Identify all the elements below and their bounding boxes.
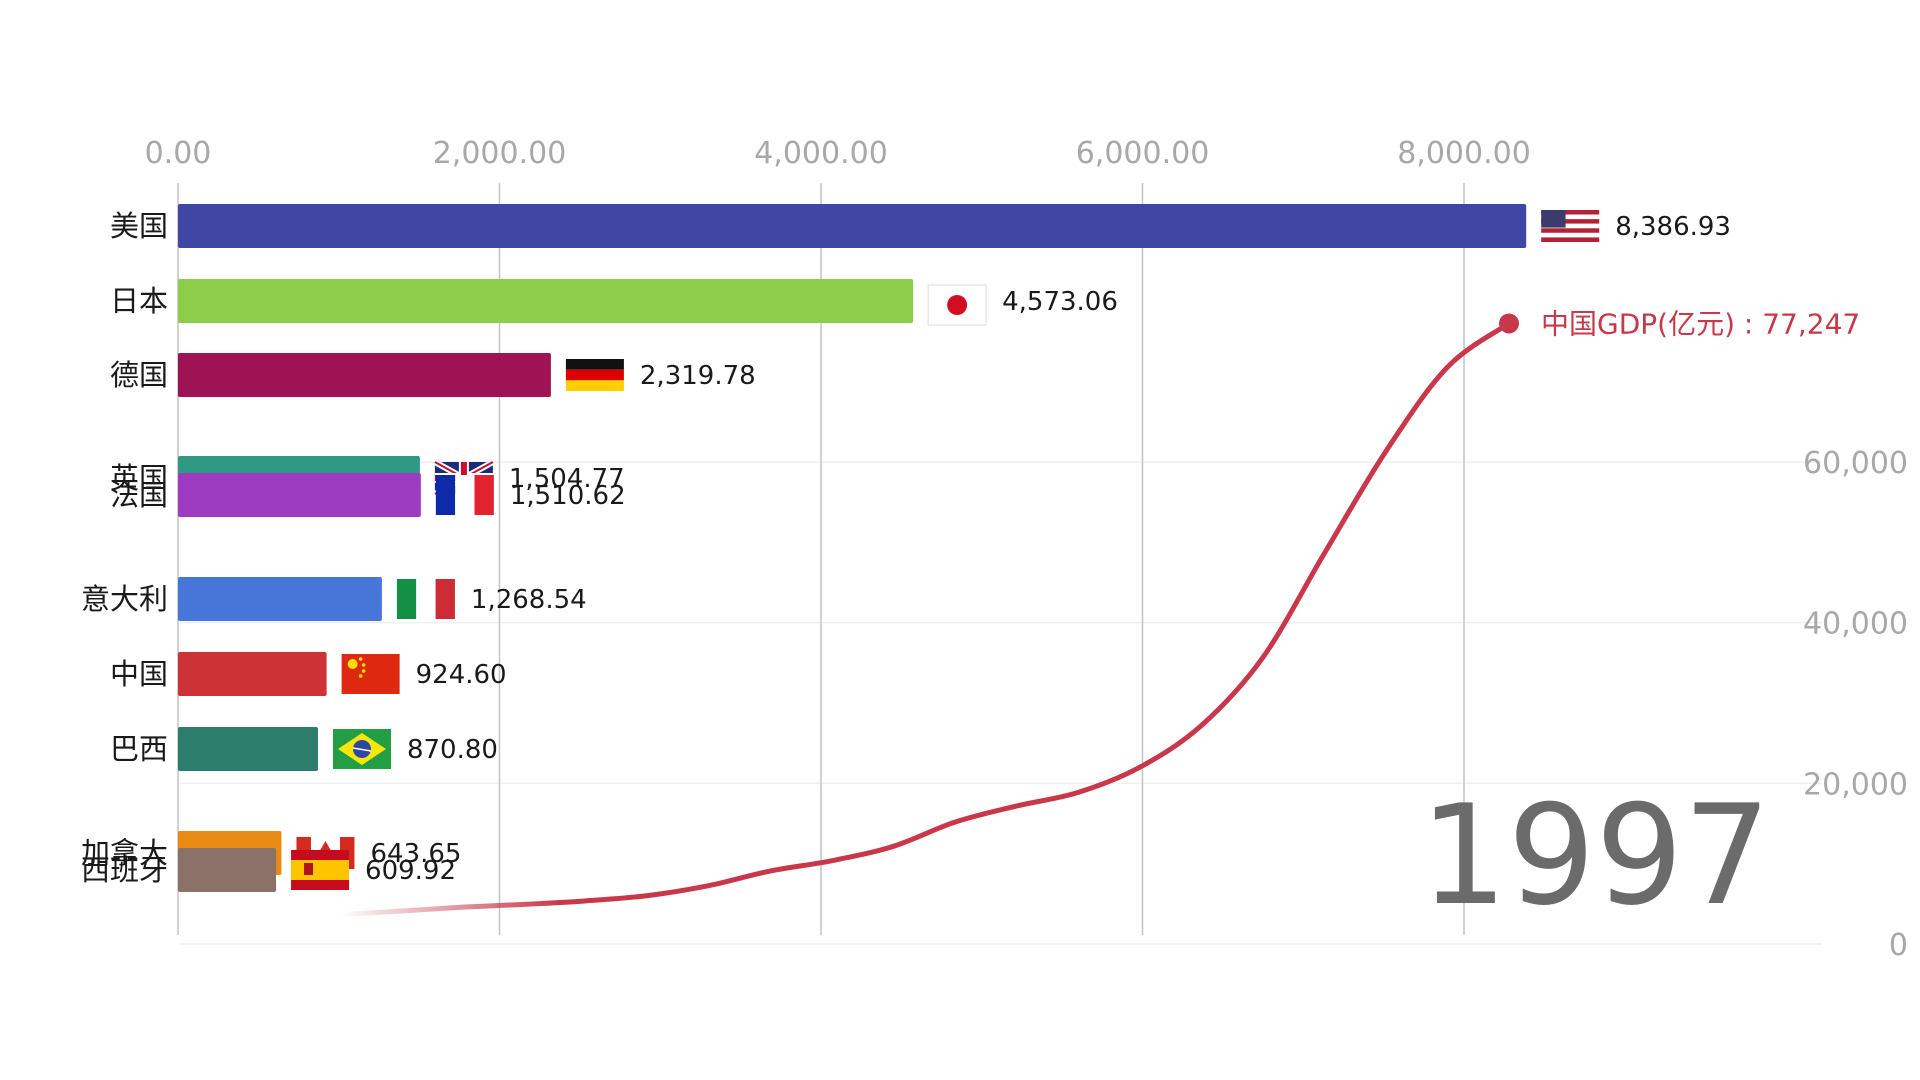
category-label: 日本 — [110, 284, 168, 318]
gdp-line — [337, 320, 1512, 917]
bar-row: 美国 8,386.93 — [110, 204, 1731, 248]
value-label: 609.92 — [365, 856, 456, 886]
bar-row: 日本 4,573.06 — [110, 279, 1118, 326]
value-label: 4,573.06 — [1002, 287, 1118, 317]
x-tick-label: 6,000.00 — [1076, 136, 1210, 171]
category-label: 西班牙 — [81, 853, 168, 887]
x-tick-label: 2,000.00 — [433, 136, 567, 171]
br-flag-icon — [332, 729, 391, 769]
y-tick-label: 60,000 — [1803, 446, 1908, 481]
value-label: 1,268.54 — [471, 585, 587, 615]
line-end-marker — [1499, 313, 1519, 334]
value-label: 1,504.77 — [509, 464, 625, 494]
us-flag-icon — [1541, 210, 1600, 242]
bar — [178, 848, 277, 892]
bar — [178, 577, 382, 621]
it-flag-icon — [396, 579, 455, 619]
bar-x-axis: 0.00 2,000.00 4,000.00 6,000.00 8,000.00 — [145, 136, 1531, 935]
value-label: 924.60 — [416, 660, 507, 690]
bar — [178, 727, 318, 771]
category-label: 巴西 — [110, 732, 168, 766]
x-tick-label: 4,000.00 — [754, 136, 888, 171]
category-label: 德国 — [110, 358, 168, 392]
y-tick-label: 0 — [1889, 928, 1908, 963]
category-label: 加拿大 — [81, 836, 168, 870]
y-tick-label: 20,000 — [1803, 767, 1908, 802]
category-label: 中国 — [110, 657, 168, 691]
bar-row: 意大利 1,268.54 — [81, 577, 587, 621]
line-end-label: 中国GDP(亿元) : 77,247 — [1541, 307, 1860, 340]
value-label: 8,386.93 — [1615, 212, 1731, 242]
bar-row: 巴西 870.80 — [110, 727, 498, 771]
line-y-axis: 0 20,000 40,000 60,000 — [1803, 446, 1908, 963]
bar-row: 西班牙 609.92 — [81, 848, 456, 892]
category-label: 意大利 — [81, 582, 168, 616]
line-series: 中国GDP(亿元) : 77,247 — [337, 307, 1860, 917]
value-label: 1,510.62 — [510, 481, 626, 511]
bar — [178, 279, 914, 323]
category-label: 英国 — [110, 461, 168, 495]
year-label: 1997 — [1420, 775, 1771, 936]
cn-flag-icon — [341, 654, 400, 694]
fr-flag-icon — [435, 475, 494, 515]
es-flag-icon — [291, 850, 350, 890]
bar-row: 德国 2,319.78 — [110, 353, 756, 397]
de-flag-icon — [565, 359, 624, 391]
bar — [178, 473, 421, 517]
jp-flag-icon — [927, 284, 987, 326]
x-tick-label: 0.00 — [145, 136, 212, 171]
x-tick-label: 8,000.00 — [1397, 136, 1531, 171]
value-label: 2,319.78 — [640, 361, 756, 391]
category-label: 美国 — [110, 209, 168, 243]
bar-row: 法国 1,510.62 — [110, 473, 626, 517]
bar — [178, 204, 1527, 248]
bar-series: 美国 8,386.93 日本 4,573.06 德国 2,319.78 英国 1,504.77… — [81, 204, 1731, 892]
category-label: 法国 — [110, 478, 168, 512]
bar — [178, 652, 327, 696]
y-tick-label: 40,000 — [1803, 607, 1908, 642]
bar-row: 中国 924.60 — [110, 652, 507, 696]
value-label: 643.65 — [370, 839, 461, 869]
bar — [178, 353, 551, 397]
value-label: 870.80 — [407, 735, 498, 765]
